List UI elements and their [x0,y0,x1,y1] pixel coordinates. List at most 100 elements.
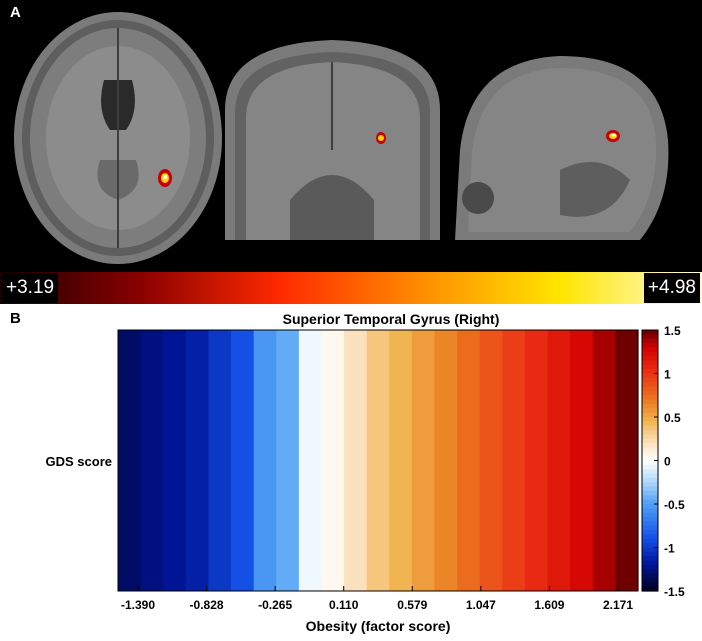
colorbar-segment [642,360,658,366]
colorbar-segment [642,560,658,566]
colorbar-segment [642,430,658,435]
sagittal-activation-blob [606,130,620,142]
plot-frame [117,329,639,592]
axial-slice [14,12,222,264]
heatmap-colorbar: 1.5 1 0.5 0 -0.5 -1 -1.5 [641,324,685,599]
heatmap-cell [185,330,210,591]
colorbar-segment [642,473,658,479]
colorbar-segment [642,525,658,531]
colorbar-segment [642,425,658,431]
colorbar-segment [642,438,658,444]
colorbar-tick-label: -0.5 [664,498,685,512]
colorbar-segment [642,364,658,370]
chart-title: Superior Temporal Gyrus (Right) [283,311,500,327]
colorbar-segment [642,456,658,462]
x-axis-label: Obesity (factor score) [306,618,451,634]
panel-a-letter: A [10,4,21,21]
colorbar-segment [642,347,658,353]
colorbar-segment [642,504,658,509]
colorbar-segment [642,386,658,392]
heatmap-cell [118,330,142,591]
colorbar-segment [642,482,658,488]
colorbar-segment [642,377,658,383]
colorbar-segment [642,464,658,470]
colorbar-segment [642,490,658,496]
colorbar-segment [642,369,658,375]
coronal-slice [225,40,440,240]
heatmap-cell [208,330,232,591]
colorbar-segment [642,390,658,396]
colorbar-segment [642,351,658,357]
colorbar-segment [642,582,658,588]
heatmap-cell [434,330,458,591]
colorbar-segment [642,577,658,583]
brain-images-panel [0,0,702,272]
brain-images [14,12,669,264]
x-tick-label: 0.579 [397,598,427,612]
heatmap-cell [457,330,481,591]
x-tick-label: -0.828 [190,598,224,612]
colorbar-segment [642,356,658,362]
colorbar-segment [642,373,658,379]
colorbar-segment [642,530,658,536]
heatmap-cell [592,330,616,591]
colorbar-segment [642,512,658,518]
heatmap-cell [479,330,503,591]
panel-b-letter: B [10,310,21,327]
colorbar-segment [642,477,658,483]
colorbar-segment [642,564,658,570]
colorbar-tick-label: 1.5 [664,324,681,338]
heatmap-cell [253,330,277,591]
x-tick-label: -0.265 [258,598,292,612]
heatmap-cell [502,330,526,591]
colorbar-segment [642,412,658,418]
heatmap-cell [615,330,639,591]
colorbar-segment [642,534,658,540]
colorbar-segment [642,443,658,449]
x-tick-label: 1.609 [534,598,564,612]
colorbar-segment [642,399,658,405]
heatmap-cell [298,330,323,591]
colorbar-tick-label: 0 [664,455,671,469]
heatmap-cells [118,330,639,591]
colorbar-segment [642,403,658,409]
x-axis-ticks: -1.390 -0.828 -0.265 0.110 0.579 1.047 1.609 2.… [121,586,633,612]
colorbar-segment [642,517,658,522]
colorbar-segment [642,334,658,340]
heatmap-cell [163,330,187,591]
coronal-activation-blob [376,132,386,144]
colorbar-tick-label: 1 [664,368,671,382]
colorbar-tick-label: 0.5 [664,411,681,425]
colorbar-segment [642,434,658,440]
heatmap-cell [524,330,549,591]
heatmap-chart: Superior Temporal Gyrus (Right) GDS scor… [46,311,685,634]
heatmap-cell [366,330,390,591]
colorbar-segment [642,417,658,422]
colorbar-segment [642,338,658,344]
colorbar-segment [642,330,658,335]
colorbar-max-label: +4.98 [643,273,700,303]
colorbar-segment [642,495,658,501]
colorbar-segment [642,556,658,562]
colorbar-segment [642,551,658,557]
x-tick-label: 1.047 [466,598,496,612]
heatmap-cell [570,330,594,591]
colorbar-segment [642,408,658,414]
heatmap-cell [389,330,413,591]
colorbar-segment [642,469,658,475]
colorbar-tick-label: -1 [664,542,675,556]
colorbar-segment [642,447,658,453]
colorbar-min-label: +3.19 [2,273,59,303]
colorbar-segment [642,395,658,401]
colorbar-segment [642,343,658,348]
colorbar-segment [642,451,658,457]
heatmap-cell [547,330,571,591]
colorbar-segment [642,521,658,527]
colorbar-segment [642,460,658,466]
activation-colorbar [0,272,702,304]
colorbar-segment [642,569,658,575]
colorbar-segment [642,573,658,579]
colorbar-segment [642,508,658,514]
heatmap-cell [411,330,436,591]
heatmap-cell [231,330,255,591]
